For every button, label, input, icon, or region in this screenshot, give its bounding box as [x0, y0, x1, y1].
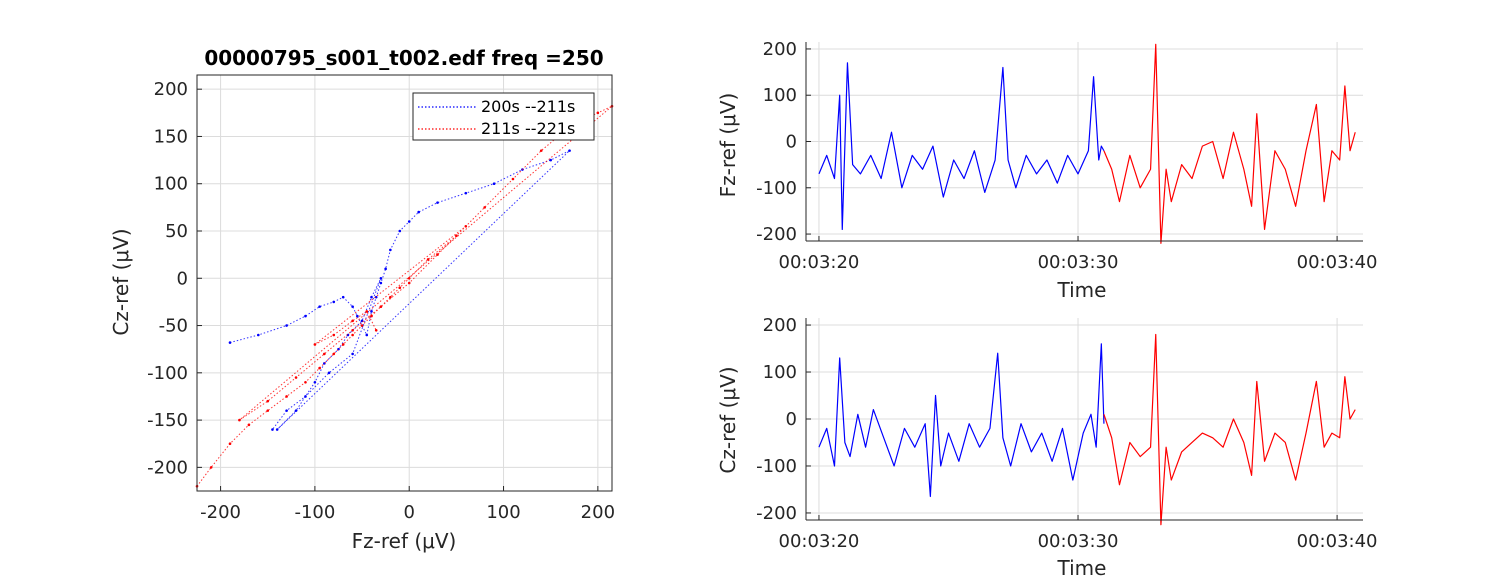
- scatter-point: [327, 371, 331, 375]
- scatter-x-tick-label: 200: [581, 502, 615, 523]
- scatter-x-tick-label: 0: [403, 502, 414, 523]
- fz-y-tick-label: -100: [756, 178, 797, 199]
- fz-y-tick-label: 200: [763, 39, 797, 60]
- cz-y-tick-label: 200: [763, 315, 797, 336]
- scatter-series-1: [228, 149, 571, 431]
- cz-y-tick-label: -100: [756, 456, 797, 477]
- fz-y-tick-label: 0: [786, 132, 797, 153]
- fz-x-tick-label: 00:03:20: [779, 252, 860, 273]
- cz-y-tick-label: 0: [786, 409, 797, 430]
- fz-y-tick-label: 100: [763, 85, 797, 106]
- scatter-y-tick-label: 100: [154, 174, 188, 195]
- scatter-y-tick-label: 200: [154, 79, 188, 100]
- fz-y-axis-label: Fz-ref (μV): [716, 93, 740, 198]
- scatter-point: [332, 352, 336, 356]
- cz-x-axis-label: Time: [1057, 556, 1107, 580]
- legend-box: [412, 92, 595, 141]
- legend-label-series-1: 200s --211s: [481, 97, 575, 116]
- scatter-y-tick-label: -200: [147, 457, 188, 478]
- scatter-x-axis-label: Fz-ref (μV): [352, 529, 457, 553]
- scatter-axes-box: [196, 74, 613, 492]
- fz-x-tick-label: 00:03:30: [1038, 252, 1119, 273]
- fz-x-axis-label: Time: [1057, 278, 1107, 302]
- fz-series-line-1: [818, 62, 1105, 231]
- fz-y-tick-label: -200: [756, 224, 797, 245]
- scatter-y-tick-label: 0: [177, 268, 188, 289]
- scatter-y-tick-label: -100: [147, 363, 188, 384]
- scatter-y-tick-label: -50: [159, 316, 188, 337]
- cz-y-tick-label: 100: [763, 362, 797, 383]
- scatter-x-tick-label: -200: [200, 502, 241, 523]
- cz-x-tick-label: 00:03:20: [779, 531, 860, 552]
- scatter-y-axis-label: Cz-ref (μV): [109, 228, 133, 335]
- legend: 200s --211s 211s --221s: [412, 92, 595, 141]
- cz-y-tick-label: -200: [756, 503, 797, 524]
- cz-series-line-2: [1103, 333, 1356, 526]
- scatter-title: 00000795_s001_t002.edf freq =250: [204, 46, 603, 70]
- scatter-x-tick-label: -100: [294, 502, 335, 523]
- fz-x-tick-label: 00:03:40: [1297, 252, 1378, 273]
- cz-series-line-1: [818, 343, 1105, 498]
- fz-series-line-2: [1103, 43, 1356, 244]
- cz-x-tick-label: 00:03:40: [1297, 531, 1378, 552]
- scatter-trace-2: [196, 105, 613, 487]
- cz-ref-time-series-panel: Time Cz-ref (μV) 00:03:20 00:03:30 00:03:4…: [716, 315, 1378, 580]
- cz-y-axis-label: Cz-ref (μV): [716, 366, 740, 473]
- scatter-plot-panel: 00000795_s001_t002.edf freq =250 Fz-ref …: [109, 46, 615, 553]
- scatter-y-tick-label: 50: [165, 221, 188, 242]
- fz-ref-time-series-panel: Time Fz-ref (μV) 00:03:20 00:03:30 00:03:4…: [716, 39, 1378, 302]
- scatter-y-tick-label: -150: [147, 410, 188, 431]
- scatter-point: [271, 428, 274, 431]
- cz-x-tick-label: 00:03:30: [1038, 531, 1119, 552]
- scatter-y-tick-label: 150: [154, 126, 188, 147]
- scatter-x-tick-label: 100: [486, 502, 520, 523]
- scatter-point: [539, 149, 543, 152]
- scatter-series-2: [195, 104, 614, 488]
- legend-label-series-2: 211s --221s: [481, 119, 575, 138]
- scatter-trace-1: [229, 150, 570, 430]
- scatter-point: [365, 333, 369, 337]
